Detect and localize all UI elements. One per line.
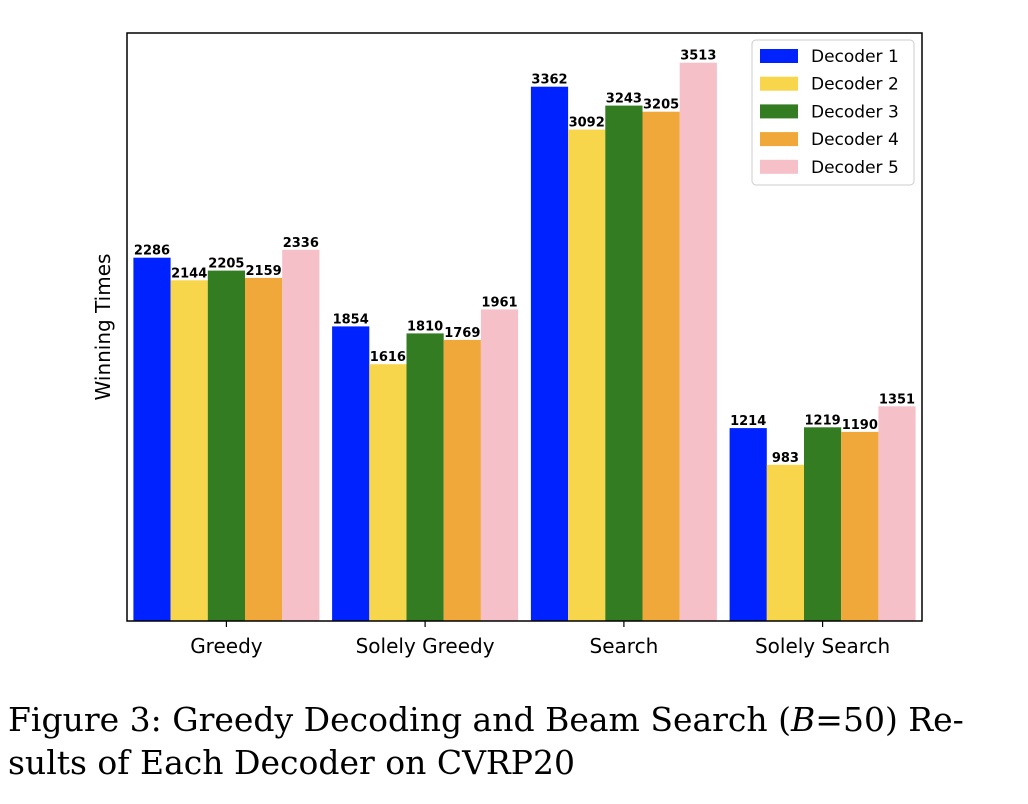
- figure-caption-line-1: Figure 3: Greedy Decoding and Beam Searc…: [8, 700, 1020, 739]
- data-label: 1351: [879, 392, 915, 407]
- bar-greedy-decoder-4: [245, 277, 283, 621]
- plot-frame: [126, 32, 923, 622]
- data-label: 2286: [134, 244, 170, 259]
- data-label: 3362: [531, 73, 567, 88]
- bar-solely-search-decoder-3: [804, 427, 842, 621]
- legend-swatch-decoder-3: [760, 104, 798, 119]
- caption-prefix: Figure 3: Greedy Decoding and Beam Searc…: [8, 700, 792, 739]
- caption-line-2-text: sults of Each Decoder on CVRP20: [8, 743, 575, 782]
- data-label: 2336: [283, 236, 319, 251]
- data-label: 1854: [333, 312, 369, 327]
- bar-solely-search-decoder-4: [841, 431, 879, 621]
- x-tick-label: Search: [590, 634, 659, 658]
- bar-solely-greedy-decoder-5: [480, 309, 519, 621]
- legend-swatch-decoder-5: [760, 159, 798, 174]
- data-label: 1219: [805, 413, 841, 428]
- bar-solely-search-decoder-5: [878, 406, 916, 621]
- bar-search-decoder-2: [568, 129, 606, 621]
- bar-greedy-decoder-5: [282, 249, 320, 622]
- bar-search-decoder-3: [605, 105, 643, 622]
- legend-swatch-decoder-4: [760, 132, 798, 147]
- legend-label-decoder-1: Decoder 1: [811, 47, 899, 67]
- caption-suffix: =50) Re-: [815, 700, 964, 739]
- legend-label-decoder-5: Decoder 5: [811, 158, 899, 178]
- bar-solely-greedy-decoder-1: [332, 326, 370, 621]
- data-label: 2205: [208, 257, 244, 272]
- legend-swatch-decoder-1: [760, 49, 798, 63]
- legend-label-decoder-3: Decoder 3: [811, 102, 899, 122]
- data-label: 2144: [171, 266, 207, 281]
- legend-label-decoder-4: Decoder 4: [811, 130, 899, 150]
- bar-solely-greedy-decoder-3: [406, 333, 444, 621]
- legend: Decoder 1 Decoder 2 Decoder 3 Decoder 4 Deco…: [751, 39, 915, 186]
- caption-variable: B: [791, 700, 816, 739]
- bar-search-decoder-4: [642, 111, 680, 621]
- bar-search-decoder-1: [530, 86, 569, 621]
- bar-greedy-decoder-1: [133, 257, 171, 621]
- data-label: 1769: [444, 326, 480, 341]
- bar-solely-greedy-decoder-2: [369, 364, 407, 621]
- data-label: 1810: [407, 319, 443, 334]
- data-label: 1616: [370, 350, 406, 365]
- data-label: 3205: [643, 98, 679, 113]
- data-label: 2159: [246, 264, 282, 279]
- data-label: 3092: [569, 116, 605, 131]
- data-label: 3513: [680, 49, 716, 64]
- bar-greedy-decoder-2: [170, 280, 208, 621]
- bar-solely-greedy-decoder-4: [443, 339, 481, 621]
- legend-box: [751, 39, 915, 186]
- bar-solely-search-decoder-1: [729, 428, 767, 621]
- data-label: 3243: [606, 92, 642, 107]
- x-tick-label: Greedy: [190, 634, 263, 658]
- data-label: 1961: [481, 295, 517, 310]
- y-axis-label: Winning Times: [91, 254, 115, 401]
- bar-solely-search-decoder-2: [766, 464, 804, 621]
- x-tick-label: Solely Search: [755, 634, 890, 658]
- data-label: 983: [772, 451, 799, 466]
- bar-search-decoder-5: [679, 62, 717, 621]
- bar-greedy-decoder-3: [207, 270, 245, 621]
- legend-swatch-decoder-2: [760, 76, 798, 91]
- data-label: 1190: [842, 418, 878, 433]
- x-tick-label: Solely Greedy: [356, 634, 495, 658]
- data-label: 1214: [730, 414, 766, 429]
- figure-caption-line-2: sults of Each Decoder on CVRP20: [8, 743, 1020, 782]
- legend-label-decoder-2: Decoder 2: [811, 75, 899, 95]
